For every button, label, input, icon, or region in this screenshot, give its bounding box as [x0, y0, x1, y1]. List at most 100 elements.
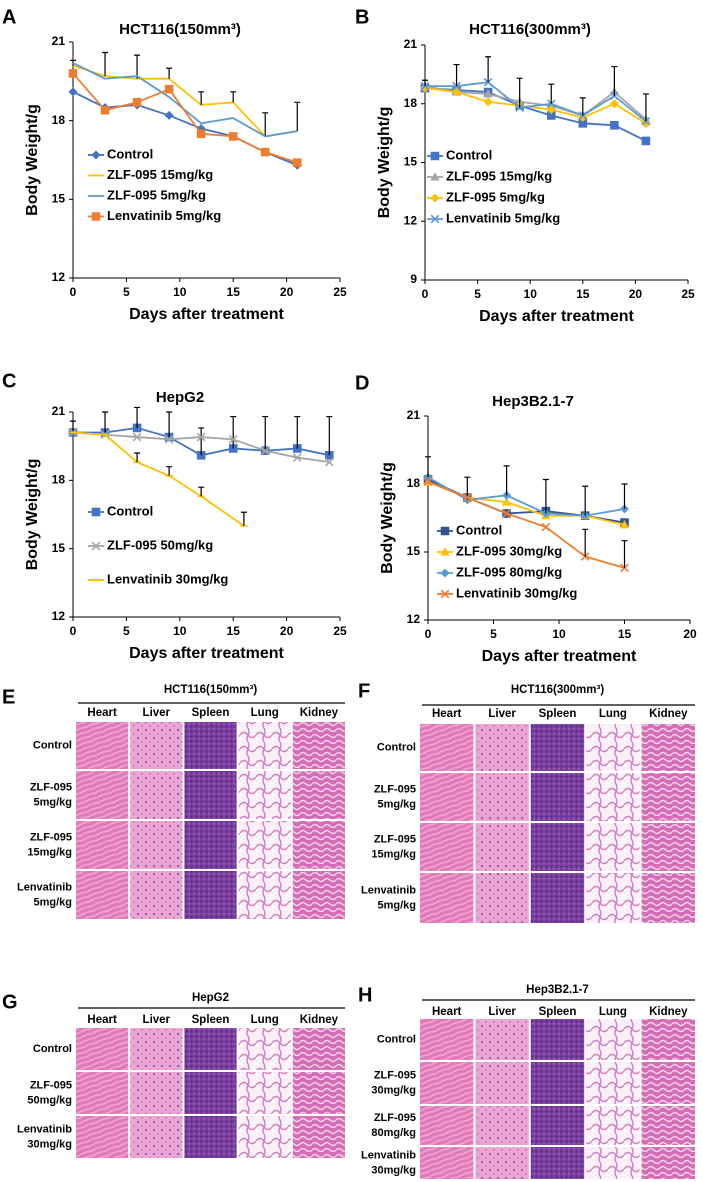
- row-label: 5mg/kg: [33, 896, 72, 908]
- panel-label: A: [2, 6, 16, 28]
- tissue-image: [238, 722, 291, 769]
- series-line: [427, 480, 625, 526]
- tissue-image: [420, 1062, 474, 1104]
- y-tick-label: 9: [410, 272, 417, 286]
- error-bar: [453, 63, 460, 87]
- x-tick-label: 25: [681, 287, 695, 301]
- tissue-image: [530, 1062, 585, 1104]
- tissue-image: [76, 722, 129, 769]
- row-label: Control: [33, 739, 72, 751]
- error-bar: [485, 56, 492, 83]
- tissue-image: [530, 773, 585, 821]
- tissue-image: [420, 1019, 474, 1060]
- tissue-image: [420, 773, 474, 821]
- x-tick-label: 0: [70, 624, 77, 638]
- marker: [609, 91, 619, 101]
- error-bar: [542, 478, 549, 514]
- marker: [501, 497, 512, 506]
- marker: [541, 522, 551, 532]
- legend-marker: [430, 193, 440, 203]
- y-axis-label: Body Weight/g: [24, 459, 41, 571]
- legend-label: ZLF-095 50mg/kg: [107, 537, 213, 552]
- panel-label: G: [2, 991, 18, 1013]
- legend-marker: [91, 507, 101, 517]
- row-label: 30mg/kg: [27, 1138, 72, 1150]
- marker: [260, 446, 270, 456]
- y-tick-label: 15: [52, 192, 66, 206]
- error-bar: [230, 415, 237, 449]
- marker: [609, 99, 619, 109]
- tissue-image: [530, 1106, 585, 1145]
- row-label: 5mg/kg: [377, 899, 416, 911]
- tissue-image: [76, 821, 129, 869]
- row-label: ZLF-095: [374, 783, 416, 795]
- error-bar: [422, 79, 428, 87]
- marker: [578, 112, 588, 122]
- column-header: Spleen: [192, 707, 230, 719]
- legend-label: ZLF-095 5mg/kg: [107, 187, 206, 202]
- column-header: Liver: [143, 1014, 171, 1026]
- tissue-image: [530, 1019, 585, 1060]
- panel-label: D: [355, 372, 369, 394]
- row-label: 15mg/kg: [27, 846, 72, 858]
- column-header: Kidney: [649, 1006, 688, 1018]
- tissue-image: [586, 724, 640, 771]
- x-tick-label: 10: [173, 285, 187, 299]
- marker: [164, 110, 174, 120]
- marker: [196, 450, 206, 460]
- tissue-image: [641, 773, 695, 821]
- legend-marker: [440, 547, 450, 556]
- tissue-image: [530, 724, 585, 771]
- x-axis-label: Days after treatment: [129, 306, 284, 323]
- y-tick-label: 15: [407, 544, 421, 558]
- legend-marker: [430, 214, 440, 224]
- legend-label: ZLF-095 15mg/kg: [446, 168, 552, 183]
- panel-label: E: [2, 686, 15, 708]
- panel-label: B: [355, 6, 369, 28]
- error-bar: [579, 97, 586, 116]
- legend-label: Lenvatinib 30mg/kg: [107, 571, 228, 586]
- column-header: Liver: [143, 707, 171, 719]
- tissue-image: [76, 871, 129, 919]
- error-bar: [134, 54, 141, 79]
- tissue-image: [292, 722, 345, 769]
- y-tick-label: 15: [404, 155, 418, 169]
- y-tick-label: 21: [52, 404, 66, 418]
- column-header: Heart: [432, 708, 462, 720]
- marker: [620, 563, 629, 573]
- row-label: Control: [377, 741, 416, 753]
- tissue-image: [475, 724, 529, 771]
- tissue-image: [292, 1028, 345, 1070]
- tissue-image: [475, 823, 529, 871]
- tissue-image: [184, 1028, 237, 1070]
- legend-label: Control: [107, 503, 153, 518]
- tissue-image: [238, 821, 291, 869]
- tissue-image: [475, 1147, 529, 1179]
- error-bar: [70, 420, 76, 433]
- tissue-image: [292, 771, 345, 819]
- marker: [483, 97, 493, 107]
- x-tick-label: 20: [280, 624, 294, 638]
- error-bar: [548, 83, 555, 104]
- error-bar: [621, 540, 628, 568]
- tissue-image: [641, 1062, 695, 1104]
- error-bar: [503, 465, 510, 496]
- error-bar: [166, 466, 173, 476]
- x-tick-label: 15: [227, 285, 241, 299]
- panel-title: Hep3B2.1-7: [526, 984, 589, 996]
- marker: [641, 136, 651, 146]
- tissue-image: [641, 823, 695, 871]
- tissue-image: [475, 873, 529, 923]
- tissue-image: [420, 1106, 474, 1145]
- marker: [164, 434, 174, 444]
- error-bar: [198, 486, 205, 497]
- marker: [462, 493, 472, 502]
- marker: [68, 87, 78, 97]
- y-tick-label: 12: [52, 270, 66, 284]
- row-label: ZLF-095: [374, 1112, 416, 1124]
- legend-marker: [91, 541, 101, 551]
- error-bar: [516, 77, 523, 108]
- x-tick-label: 5: [474, 287, 481, 301]
- tissue-image: [292, 1072, 345, 1114]
- tissue-image: [530, 873, 585, 923]
